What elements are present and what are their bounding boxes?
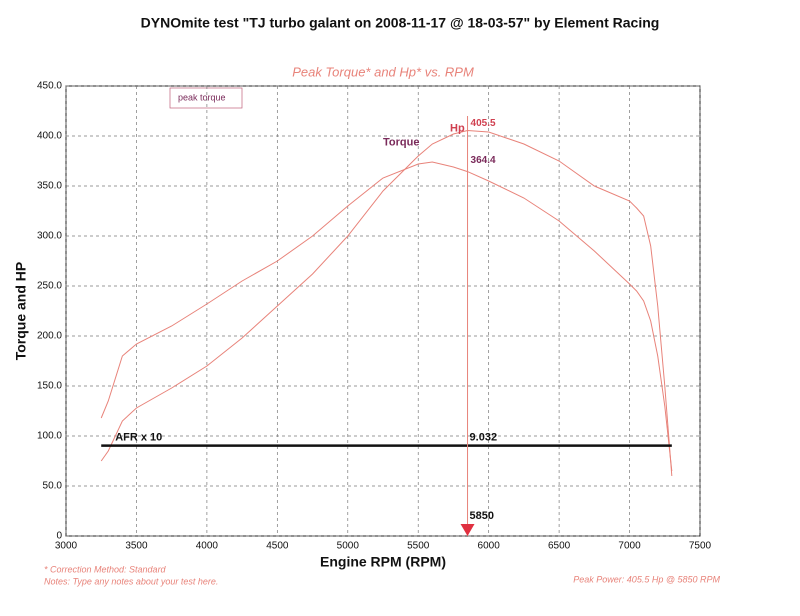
x-tick-label: 5000 xyxy=(337,541,360,552)
x-tick-label: 6500 xyxy=(548,541,571,552)
y-tick-label: 400.0 xyxy=(37,131,62,142)
y-tick-label: 300.0 xyxy=(37,231,62,242)
y-tick-label: 100.0 xyxy=(37,431,62,442)
series-name: Hp xyxy=(450,122,465,134)
afr-label: AFR x 10 xyxy=(115,432,162,444)
y-tick-label: 150.0 xyxy=(37,381,62,392)
x-tick-label: 4500 xyxy=(266,541,289,552)
footnote: Notes: Type any notes about your test he… xyxy=(44,576,218,586)
y-tick-label: 450.0 xyxy=(37,81,62,92)
y-tick-label: 250.0 xyxy=(37,281,62,292)
peak-power: Peak Power: 405.5 Hp @ 5850 RPM xyxy=(573,574,720,584)
x-tick-label: 7500 xyxy=(689,541,712,552)
cursor-reading: 364.4 xyxy=(471,155,496,166)
x-tick-label: 3000 xyxy=(55,541,78,552)
x-tick-label: 6000 xyxy=(478,541,501,552)
x-axis-label: Engine RPM (RPM) xyxy=(320,554,446,570)
y-tick-label: 350.0 xyxy=(37,181,62,192)
cursor-label: 5850 xyxy=(470,510,494,522)
y-axis-label: Torque and HP xyxy=(13,262,29,361)
y-tick-label: 0 xyxy=(56,531,62,542)
series-line xyxy=(100,161,673,472)
cursor-reading: 405.5 xyxy=(471,118,496,129)
footnote: * Correction Method: Standard xyxy=(44,564,167,574)
x-tick-label: 4000 xyxy=(196,541,219,552)
x-tick-label: 5500 xyxy=(407,541,430,552)
chart-subtitle: Peak Torque* and Hp* vs. RPM xyxy=(292,64,474,79)
series-name: Torque xyxy=(383,137,419,149)
chart-title: DYNOmite test "TJ turbo galant on 2008-1… xyxy=(141,15,660,31)
y-tick-label: 50.0 xyxy=(43,481,63,492)
cursor-marker xyxy=(460,524,475,536)
x-tick-label: 7000 xyxy=(618,541,641,552)
series-line xyxy=(100,129,673,477)
y-tick-label: 200.0 xyxy=(37,331,62,342)
afr-reading: 9.032 xyxy=(470,432,498,444)
note-box-text: peak torque xyxy=(178,92,226,102)
x-tick-label: 3500 xyxy=(125,541,148,552)
note-box xyxy=(169,87,243,109)
